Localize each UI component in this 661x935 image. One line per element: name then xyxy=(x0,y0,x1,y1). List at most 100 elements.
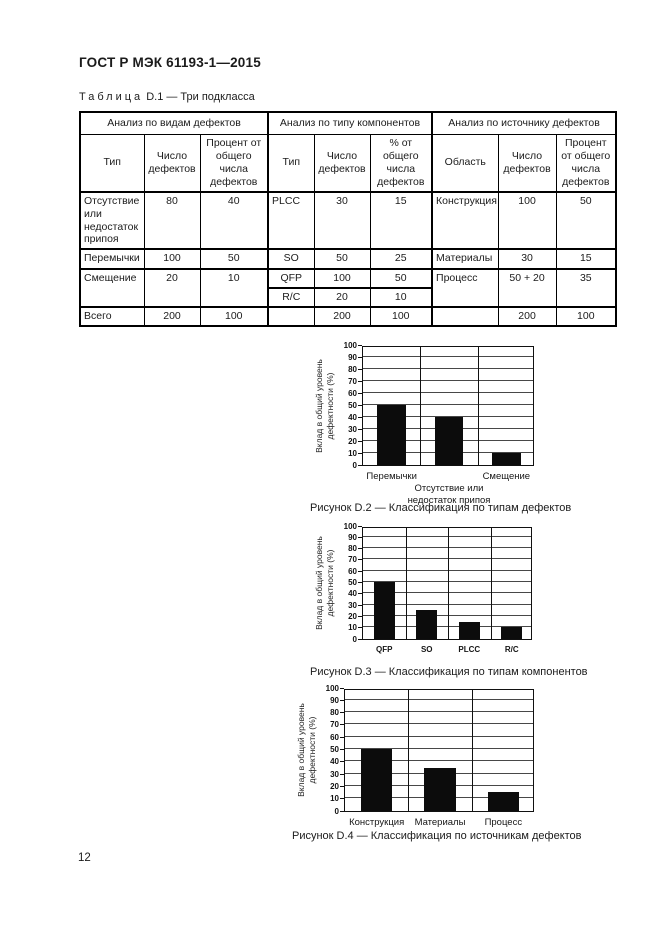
table-cell: Конструкция xyxy=(431,190,499,250)
y-tick-mark xyxy=(358,440,362,442)
gridline xyxy=(345,723,533,725)
table-cell: 30 xyxy=(313,190,371,250)
table-cell: 50 + 20 xyxy=(497,268,557,308)
table-cell: 15 xyxy=(555,248,617,270)
table-caption-text: D.1 — Три подкласса xyxy=(146,91,255,103)
gridline xyxy=(363,391,533,393)
group-header-defect-kinds: Анализ по видам дефектов xyxy=(79,111,269,135)
column-header: % от общего числа дефектов xyxy=(369,133,433,193)
y-tick-mark xyxy=(358,615,362,617)
gridline xyxy=(363,603,531,605)
gridline xyxy=(363,415,533,417)
plot-area: Перемычки Отсутствие или недостаток припо… xyxy=(362,345,534,506)
category-divider xyxy=(490,527,492,639)
table-cell: 100 xyxy=(497,190,557,250)
figure-d3: Вклад в общий уровень дефектности (%) 0 10… xyxy=(310,522,588,678)
table-cell: 35 xyxy=(555,268,617,308)
page-number: 12 xyxy=(78,852,91,864)
y-tick-label: 60 xyxy=(330,732,339,742)
table-cell: Всего xyxy=(79,305,145,327)
gridline xyxy=(345,735,533,737)
bar xyxy=(373,582,395,639)
y-tick-mark xyxy=(358,548,362,550)
gridline xyxy=(363,626,531,628)
column-header: Число дефектов xyxy=(497,133,557,193)
table-cell: PLCC xyxy=(267,190,315,250)
table-cell: 200 xyxy=(497,305,557,327)
category-divider xyxy=(408,689,410,811)
y-tick-label: 0 xyxy=(352,634,357,644)
y-tick-label: 80 xyxy=(348,364,357,374)
figure-d4-caption: Рисунок D.4 — Классификация по источника… xyxy=(292,829,582,842)
figure-d4: Вклад в общий уровень дефектности (%) 0 10… xyxy=(292,684,582,842)
bar-chart-defect-sources: Вклад в общий уровень дефектности (%) 0 10… xyxy=(292,684,582,828)
y-tick-label: 90 xyxy=(330,695,339,705)
y-axis-ticks: 0 10 20 30 40 50 60 70 80 90 100 xyxy=(340,522,362,643)
gridline xyxy=(363,569,531,571)
page-content: ГОСТ Р МЭК 61193-1—2015 Таблица D.1 — Тр… xyxy=(79,55,618,842)
table-cell xyxy=(267,305,315,327)
y-tick-mark xyxy=(340,773,344,775)
y-tick-mark xyxy=(358,380,362,382)
y-tick-label: 40 xyxy=(330,757,339,767)
table-cell: 100 xyxy=(369,305,433,327)
table-group-header-row: Анализ по видам дефектов Анализ по типу … xyxy=(79,111,617,135)
y-tick-mark xyxy=(340,687,344,689)
table-cell: Процесс xyxy=(431,268,499,308)
table-cell: Перемычки xyxy=(79,248,145,270)
y-tick-mark xyxy=(358,536,362,538)
table-cell: 200 xyxy=(143,305,201,327)
y-tick-label: 50 xyxy=(348,400,357,410)
table-cell: 40 xyxy=(199,190,269,250)
gridline xyxy=(363,379,533,381)
y-tick-mark xyxy=(358,452,362,454)
y-tick-mark xyxy=(358,404,362,406)
gridline xyxy=(363,355,533,357)
plot-area: Конструкция Материалы Процесс xyxy=(344,688,534,828)
y-axis-title: Вклад в общий уровень дефектности (%) xyxy=(292,689,322,812)
gridline xyxy=(345,711,533,713)
y-tick-label: 10 xyxy=(330,794,339,804)
bar-chart-component-types: Вклад в общий уровень дефектности (%) 0 10… xyxy=(310,522,588,654)
x-category-label: R/C xyxy=(504,644,519,654)
x-category-label: Перемычки xyxy=(366,470,417,482)
table-cell: 50 xyxy=(369,268,433,289)
y-tick-mark xyxy=(358,627,362,629)
bar xyxy=(434,416,464,465)
y-tick-mark xyxy=(340,761,344,763)
y-tick-label: 40 xyxy=(348,589,357,599)
y-tick-label: 20 xyxy=(348,611,357,621)
table-cell: 100 xyxy=(143,248,201,270)
y-tick-mark xyxy=(358,593,362,595)
category-divider xyxy=(405,527,407,639)
y-tick-label: 70 xyxy=(330,720,339,730)
y-tick-mark xyxy=(340,699,344,701)
y-tick-label: 80 xyxy=(348,544,357,554)
y-axis-title: Вклад в общий уровень дефектности (%) xyxy=(310,346,340,466)
table-cell: 20 xyxy=(143,268,201,308)
category-divider xyxy=(420,346,422,465)
x-category-label: PLCC xyxy=(458,644,481,654)
table-column-header-row: Тип Число дефектов Процент от общего чис… xyxy=(79,133,617,193)
y-tick-mark xyxy=(340,749,344,751)
x-category-label: SO xyxy=(420,644,433,654)
y-axis-ticks: 0 10 20 30 40 50 60 70 80 90 100 xyxy=(322,684,344,815)
table-cell: 25 xyxy=(369,248,433,270)
bar xyxy=(424,767,456,811)
gridline xyxy=(363,547,531,549)
table-caption-word: Таблица xyxy=(79,91,144,103)
category-divider xyxy=(471,689,473,811)
y-tick-mark xyxy=(358,428,362,430)
table-row: Смещение 20 10 QFP 100 50 Процесс 50 + 2… xyxy=(79,268,617,308)
column-header: Процент от общего числа дефектов xyxy=(199,133,269,193)
x-category-label: Материалы xyxy=(414,816,466,828)
y-tick-label: 20 xyxy=(348,436,357,446)
x-category-label: QFP xyxy=(376,644,393,654)
table-cell: SO xyxy=(267,248,315,270)
table-cell: 10 xyxy=(369,286,433,308)
category-divider xyxy=(448,527,449,639)
column-header: Число дефектов xyxy=(143,133,201,193)
column-header: Тип xyxy=(267,133,315,193)
table-cell: 200 xyxy=(313,305,371,327)
y-tick-mark xyxy=(340,785,344,787)
